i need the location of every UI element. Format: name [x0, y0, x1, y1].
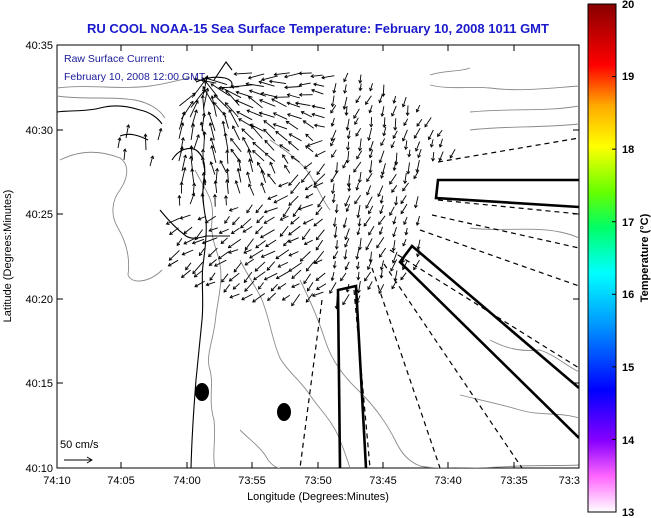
x-tick-label: 74:05 — [107, 475, 135, 487]
colorbar-label: Temperature (°C) — [639, 213, 651, 302]
scale-label: 50 cm/s — [60, 439, 99, 451]
colorbar-tick-labels: 20 19 18 17 16 15 14 13 — [622, 0, 635, 518]
station-marker — [277, 403, 291, 421]
scale-arrow — [64, 456, 93, 464]
y-tick-labels: 40:35 40:30 40:25 40:20 40:15 40:10 — [25, 40, 53, 475]
x-tick-label: 73:45 — [369, 475, 397, 487]
colorbar — [587, 3, 617, 513]
current-timestamp: February 10, 2008 12:00 GMT — [64, 71, 206, 83]
station-marker — [195, 383, 209, 401]
x-tick-label: 73:50 — [304, 475, 332, 487]
x-tick-label: 73:3 — [559, 475, 580, 487]
y-axis-label: Latitude (Degrees:Minutes) — [2, 190, 14, 323]
colorbar-ticks — [612, 3, 616, 513]
x-tick-labels: 74:10 74:05 74:00 73:55 73:50 73:45 73:4… — [43, 475, 580, 487]
colorbar-tick-label: 16 — [622, 289, 634, 301]
y-tick-label: 40:30 — [25, 125, 53, 137]
x-tick-label: 74:00 — [173, 475, 201, 487]
colorbar-tick-label: 13 — [622, 507, 634, 518]
coverage-boundaries — [336, 178, 579, 468]
axis-ticks — [56, 44, 580, 469]
x-tick-label: 73:35 — [500, 475, 528, 487]
x-axis-label: Longitude (Degrees:Minutes) — [247, 491, 389, 503]
y-tick-label: 40:10 — [25, 463, 53, 475]
colorbar-tick-label: 15 — [622, 362, 634, 374]
colorbar-tick-label: 17 — [622, 217, 634, 229]
colorbar-tick-label: 14 — [622, 435, 635, 447]
x-tick-label: 73:40 — [434, 475, 462, 487]
colorbar-tick-label: 19 — [622, 71, 634, 83]
colorbar-tick-label: 20 — [622, 0, 634, 11]
y-tick-label: 40:15 — [25, 378, 53, 390]
colorbar-tick-label: 18 — [622, 144, 634, 156]
current-label: Raw Surface Current: — [64, 53, 165, 65]
chart-title: RU COOL NOAA-15 Sea Surface Temperature:… — [87, 21, 549, 36]
surface-current-vectors — [117, 71, 456, 310]
y-tick-label: 40:35 — [25, 40, 53, 52]
y-tick-label: 40:25 — [25, 209, 53, 221]
x-tick-label: 74:10 — [43, 475, 71, 487]
y-tick-label: 40:20 — [25, 294, 53, 306]
x-tick-label: 73:55 — [238, 475, 266, 487]
